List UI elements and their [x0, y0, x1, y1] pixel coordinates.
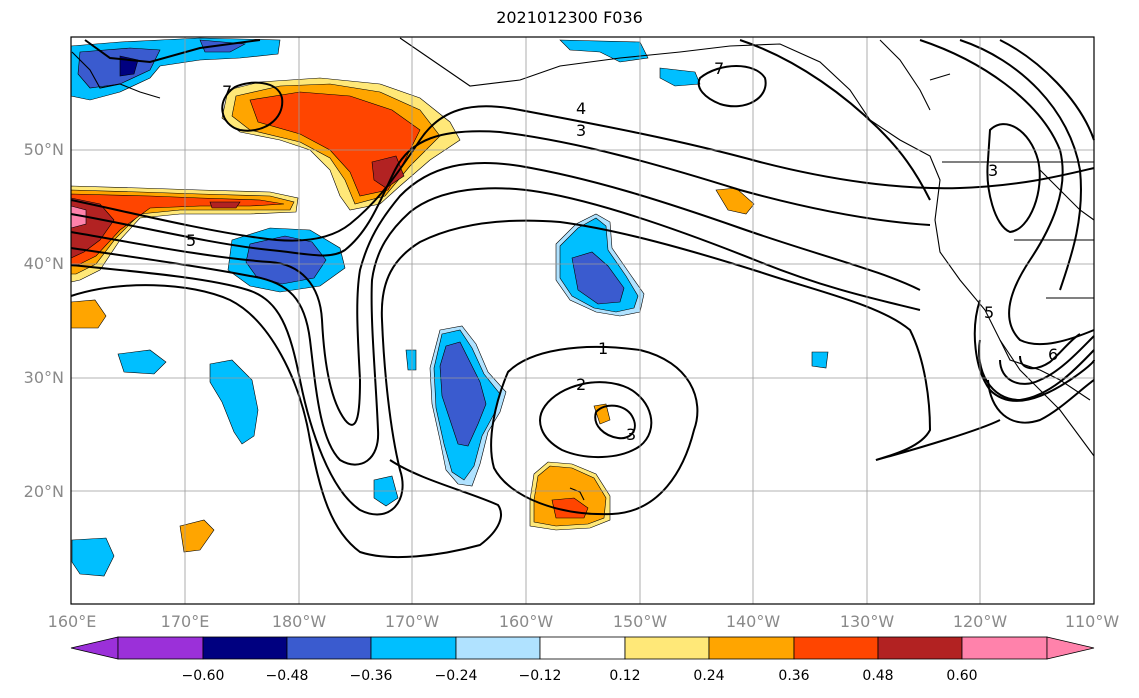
colorbar-bin-6: [539, 636, 626, 660]
colorbar-bin-1: [117, 636, 204, 660]
lon-label-160e: 160°E: [47, 612, 97, 631]
contour-label-5-west: 5: [186, 231, 196, 250]
colorbar: [70, 636, 1095, 660]
colorbar-tick: −0.12: [518, 668, 562, 684]
contour-label-5-east: 5: [984, 303, 994, 322]
lat-label-50n: 50°N: [23, 140, 64, 159]
colorbar-tick: 0.48: [862, 668, 894, 684]
anomaly-fill: [70, 37, 829, 577]
lat-label-30n: 30°N: [23, 368, 64, 387]
colorbar-bin-10: [877, 636, 963, 660]
contour-label-4: 4: [576, 99, 586, 118]
lon-label-170e: 170°E: [160, 612, 210, 631]
colorbar-extend-low: [70, 636, 119, 660]
contour-labels: 7 4 3 5 1 2 3 3 5 6 7: [186, 59, 1058, 444]
colorbar-tick: 0.12: [609, 668, 641, 684]
contour-label-3-center: 3: [626, 425, 636, 444]
colorbar-bin-9: [793, 636, 879, 660]
colorbar-bin-7: [624, 636, 710, 660]
lon-label-120w: 120°W: [952, 612, 1008, 631]
lon-label-160w: 160°W: [498, 612, 554, 631]
gridlines: [71, 37, 1094, 604]
lon-label-170w: 170°W: [384, 612, 440, 631]
colorbar-tick: −0.48: [265, 668, 309, 684]
colorbar-bin-5: [455, 636, 541, 660]
colorbar-tick: −0.36: [349, 668, 393, 684]
colorbar-bin-3: [286, 636, 372, 660]
contour-label-6: 6: [1048, 345, 1058, 364]
colorbar-bin-4: [370, 636, 457, 660]
lon-label-180w: 180°W: [271, 612, 327, 631]
map-frame: [70, 36, 1095, 605]
colorbar-tick: 0.36: [778, 668, 810, 684]
lat-label-40n: 40°N: [23, 254, 64, 273]
colorbar-bin-11: [961, 636, 1048, 660]
lon-label-150w: 150°W: [612, 612, 668, 631]
lon-label-130w: 130°W: [839, 612, 895, 631]
contour-label-3-north: 3: [576, 121, 586, 140]
lon-label-110w: 110°W: [1064, 612, 1120, 631]
colorbar-tick: −0.60: [181, 668, 225, 684]
lon-label-140w: 140°W: [725, 612, 781, 631]
map-title: 2021012300 F036: [496, 8, 643, 27]
colorbar-extend-high: [1046, 636, 1095, 660]
colorbar-tick: 0.60: [946, 668, 978, 684]
colorbar-bin-8: [708, 636, 795, 660]
colorbar-tick: 0.24: [693, 668, 725, 684]
contour-label-7-west: 7: [222, 82, 232, 101]
contour-label-1: 1: [598, 339, 608, 358]
coastlines: [71, 37, 1095, 501]
map-panel: 7 4 3 5 1 2 3 3 5 6 7: [70, 36, 1095, 605]
contour-lines: [70, 39, 1095, 559]
contour-label-2: 2: [576, 375, 586, 394]
colorbar-tick: −0.24: [434, 668, 478, 684]
colorbar-bin-2: [202, 636, 288, 660]
lat-label-20n: 20°N: [23, 482, 64, 501]
contour-label-7-north: 7: [714, 59, 724, 78]
contour-label-3-east: 3: [988, 161, 998, 180]
